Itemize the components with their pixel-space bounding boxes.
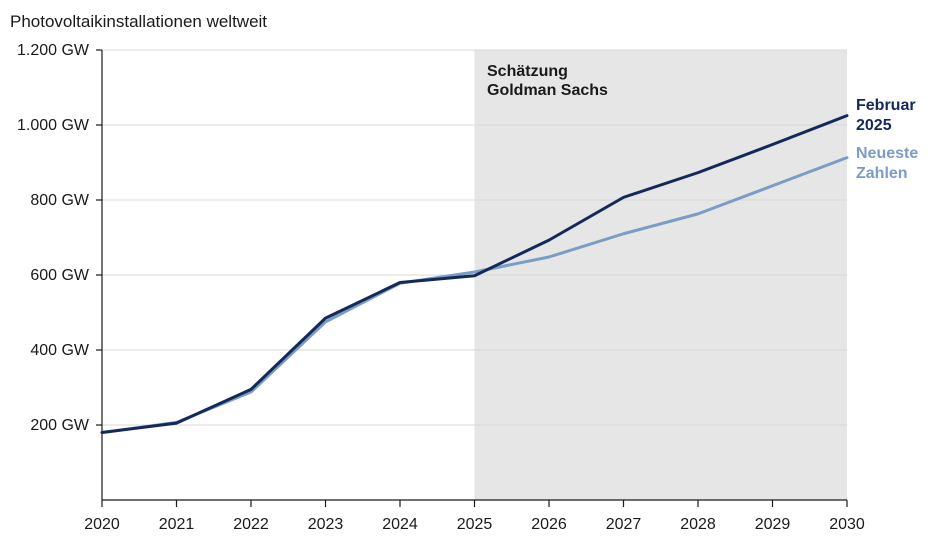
x-tick-label: 2023 — [308, 516, 344, 533]
series-label-februar-line1: Februar — [856, 97, 916, 114]
y-axis-ticks: 200 GW 400 GW 600 GW 800 GW 1.000 GW 1.200 GW — [17, 42, 102, 434]
x-tick-label: 2021 — [159, 516, 195, 533]
x-tick-label: 2020 — [84, 516, 120, 533]
y-tick-label: 400 GW — [30, 342, 90, 359]
chart-title: Photovoltaikinstallationen weltweit — [10, 12, 267, 31]
series-label-neueste-zahlen: Neueste Zahlen — [856, 145, 923, 182]
estimate-label-line2: Goldman Sachs — [487, 82, 608, 99]
x-tick-label: 2029 — [755, 516, 791, 533]
series-line-februar-2025 — [100, 114, 849, 434]
estimate-label: Schätzung Goldman Sachs — [487, 63, 608, 99]
series-label-neueste-line1: Neueste — [856, 145, 918, 162]
y-tick-label: 1.200 GW — [17, 42, 90, 59]
y-tick-label: 200 GW — [30, 417, 90, 434]
x-tick-label: 2030 — [829, 516, 865, 533]
y-tick-label: 600 GW — [30, 267, 90, 284]
x-axis-ticks: 2020 2021 2022 2023 2024 2025 2026 2027 2028 2029… — [84, 500, 865, 533]
x-tick-label: 2027 — [606, 516, 642, 533]
x-tick-label: 2026 — [531, 516, 567, 533]
estimate-label-line1: Schätzung — [487, 63, 568, 80]
x-tick-label: 2025 — [457, 516, 493, 533]
series-lines — [100, 114, 849, 434]
series-label-februar-2025: Februar 2025 — [856, 97, 920, 134]
series-label-neueste-line2: Zahlen — [856, 165, 908, 182]
y-tick-label: 800 GW — [30, 192, 90, 209]
x-tick-label: 2028 — [680, 516, 716, 533]
y-tick-label: 1.000 GW — [17, 117, 90, 134]
series-label-februar-line2: 2025 — [856, 117, 892, 134]
x-tick-label: 2024 — [382, 516, 418, 533]
x-tick-label: 2022 — [233, 516, 269, 533]
